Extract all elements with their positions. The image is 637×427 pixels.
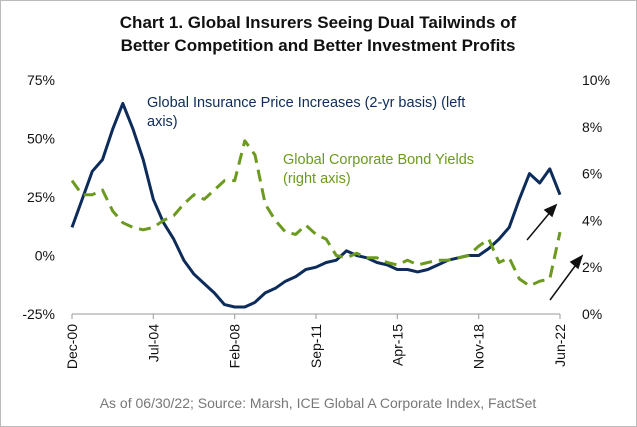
x-tick-label: Nov-18 [471,324,487,369]
series-line [70,139,562,288]
x-tick-label: Jun-22 [552,324,568,367]
x-tick-label: Dec-00 [64,324,80,369]
y-tick-label: 50% [27,131,55,147]
x-tick-label: Sep-11 [308,324,324,368]
y2-tick-label: 6% [582,166,602,182]
arrows [526,203,584,301]
chart-title: Chart 1. Global Insurers Seeing Dual Tai… [120,13,517,32]
y-tick-label: 25% [27,189,55,205]
x-tick-label: Feb-08 [227,324,243,369]
y2-tick-label: 10% [582,72,610,88]
y-tick-label: 75% [27,72,55,88]
y2-tick-label: 2% [582,259,602,275]
series-label: Global Insurance Price Increases (2-yr b… [147,95,466,130]
y2-tick-label: 4% [582,212,602,228]
chart-title: Better Competition and Better Investment… [121,36,516,55]
y2-tick-label: 8% [582,119,602,135]
x-tick-label: Apr-15 [389,324,405,366]
y-tick-label: -25% [22,306,55,322]
series-label: Global Corporate Bond Yields (right axis… [283,152,475,187]
source-note: As of 06/30/22; Source: Marsh, ICE Globa… [100,395,537,411]
y2-tick-label: 0% [582,306,602,322]
series-line [70,101,562,309]
y-tick-label: 0% [35,248,55,264]
x-tick-label: Jul-04 [145,324,161,362]
